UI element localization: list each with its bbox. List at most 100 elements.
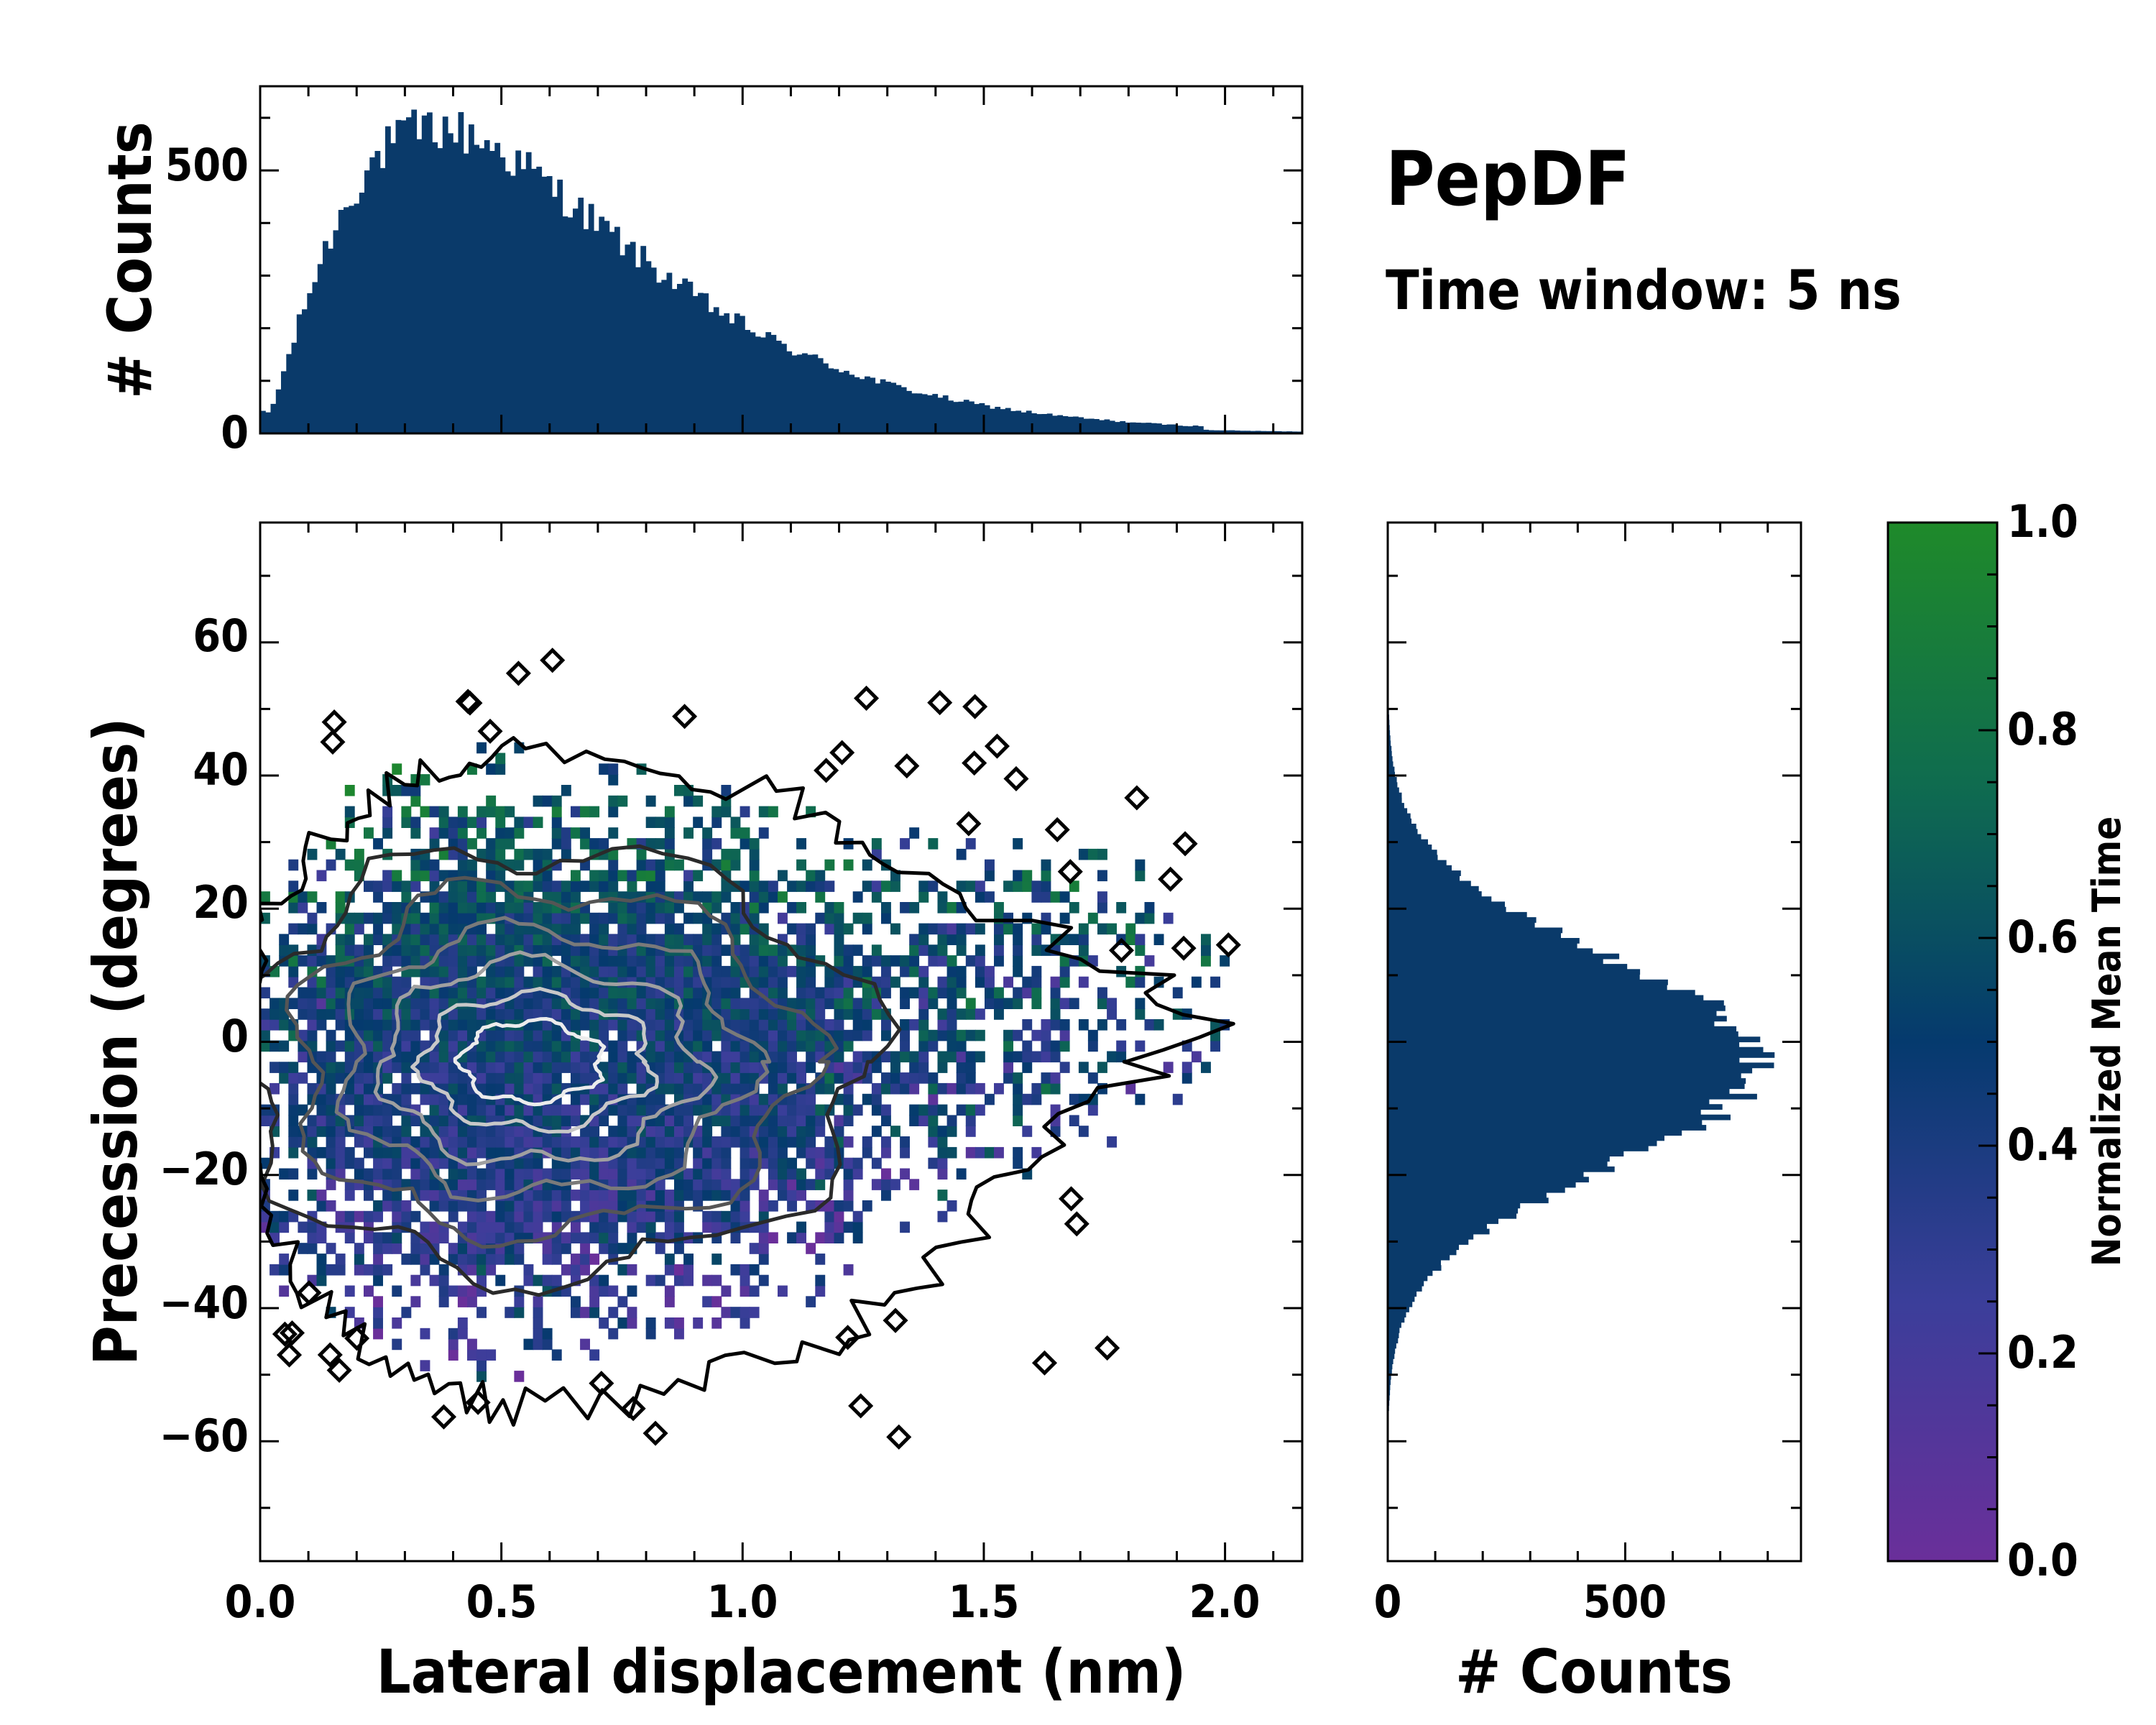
heatmap-cell: [740, 1168, 750, 1180]
heatmap-cell: [505, 1040, 515, 1052]
heatmap-cell: [551, 1029, 562, 1041]
heatmap-cell: [721, 1029, 732, 1041]
heatmap-cell: [645, 880, 656, 892]
heatmap-cell: [824, 1072, 835, 1084]
heatmap-cell: [448, 1210, 459, 1223]
heatmap-cell: [994, 1146, 1004, 1159]
heatmap-cell: [627, 1210, 637, 1223]
right-histogram-bar: [1388, 948, 1593, 954]
heatmap-cell: [1041, 1040, 1051, 1052]
cb-tick-label-0.8: 0.8: [2007, 703, 2078, 755]
heatmap-cell: [787, 1104, 797, 1116]
heatmap-cell: [1144, 902, 1155, 914]
top-histogram-bar: [265, 412, 272, 433]
heatmap-cell: [918, 1019, 929, 1031]
heatmap-cell: [476, 1179, 487, 1190]
heatmap-cell: [890, 1126, 900, 1137]
heatmap-cell: [410, 1115, 421, 1126]
heatmap-cell: [599, 1221, 609, 1233]
heatmap-cell: [1116, 1019, 1127, 1031]
heatmap-cell: [937, 1008, 948, 1020]
heatmap-cell: [279, 1254, 290, 1265]
heatmap-cell: [561, 848, 571, 860]
heatmap-cell: [730, 1210, 741, 1223]
heatmap-cell: [486, 1062, 497, 1073]
heatmap-cell: [307, 891, 318, 903]
heatmap-cell: [476, 1274, 487, 1287]
heatmap-cell: [881, 1082, 891, 1095]
heatmap-cell: [260, 1157, 270, 1169]
heatmap-cell: [542, 795, 553, 807]
right-histogram-bar: [1388, 1327, 1400, 1333]
heatmap-cell: [655, 1190, 665, 1201]
top-histogram-bar: [990, 408, 995, 433]
heatmap-cell: [457, 902, 468, 914]
right-histogram-bar: [1388, 803, 1404, 809]
heatmap-cell: [946, 923, 957, 935]
heatmap-cell: [862, 1136, 872, 1148]
heatmap-cell: [1031, 1029, 1042, 1041]
heatmap-cell: [608, 902, 619, 914]
heatmap-cell: [571, 1296, 581, 1307]
top-histogram-bar: [937, 397, 944, 433]
heatmap-cell: [862, 987, 872, 999]
heatmap-cell: [382, 934, 393, 945]
heatmap-cell: [580, 1168, 590, 1180]
top-histogram-bar: [323, 241, 328, 433]
heatmap-cell: [307, 1115, 318, 1126]
heatmap-cell: [655, 998, 665, 1009]
heatmap-cell: [373, 1210, 383, 1223]
heatmap-cell: [1201, 934, 1211, 945]
heatmap-cell: [693, 891, 704, 903]
right-histogram-bar: [1388, 1021, 1715, 1027]
top-histogram-bar: [802, 353, 808, 433]
heatmap-cell: [740, 1190, 750, 1201]
heatmap-cell: [467, 934, 477, 945]
heatmap-cell: [918, 1051, 929, 1063]
heatmap-cell: [965, 923, 976, 935]
heatmap-cell: [702, 1029, 713, 1041]
heatmap-cell: [410, 944, 421, 956]
heatmap-cell: [457, 944, 468, 956]
heatmap-cell: [946, 976, 957, 988]
right-histogram-bar: [1388, 1374, 1391, 1380]
right-histogram-bar: [1388, 1192, 1547, 1198]
heatmap-cell: [495, 1104, 506, 1116]
heatmap-cell: [778, 1082, 788, 1095]
heatmap-cell: [824, 987, 835, 999]
right-histogram-bar: [1388, 1057, 1740, 1063]
heatmap-cell: [551, 976, 562, 988]
heatmap-cell: [1107, 1008, 1117, 1020]
heatmap-cell: [326, 1008, 336, 1020]
heatmap-cell: [674, 976, 684, 988]
heatmap-cell: [890, 880, 900, 892]
heatmap-cell: [778, 955, 788, 967]
heatmap-cell: [1013, 987, 1023, 999]
right-histogram-bar: [1388, 932, 1561, 939]
heatmap-cell: [664, 1285, 675, 1297]
right-histogram-bar: [1388, 745, 1392, 752]
top-histogram-bar: [1146, 423, 1152, 433]
heatmap-cell: [429, 1062, 440, 1073]
heatmap-cell: [505, 1082, 515, 1095]
heatmap-cell: [401, 944, 412, 956]
heatmap-cell: [787, 923, 797, 935]
heatmap-cell: [608, 870, 619, 882]
heatmap-cell: [373, 1157, 383, 1169]
heatmap-cell: [655, 1210, 665, 1223]
heatmap-cell: [806, 1104, 816, 1116]
heatmap-cell: [438, 1126, 449, 1137]
heatmap-cell: [495, 1040, 506, 1052]
top-histogram-bar: [1073, 416, 1079, 433]
heatmap-cell: [279, 934, 290, 945]
heatmap-cell: [900, 1136, 910, 1148]
heatmap-cell: [392, 976, 402, 988]
heatmap-cell: [768, 987, 778, 999]
heatmap-cell: [909, 1062, 920, 1073]
heatmap-cell: [768, 976, 778, 988]
heatmap-cell: [523, 848, 534, 860]
heatmap-cell: [1022, 870, 1033, 882]
heatmap-cell: [645, 1040, 656, 1052]
heatmap-cell: [392, 1179, 402, 1190]
heatmap-cell: [655, 934, 665, 945]
